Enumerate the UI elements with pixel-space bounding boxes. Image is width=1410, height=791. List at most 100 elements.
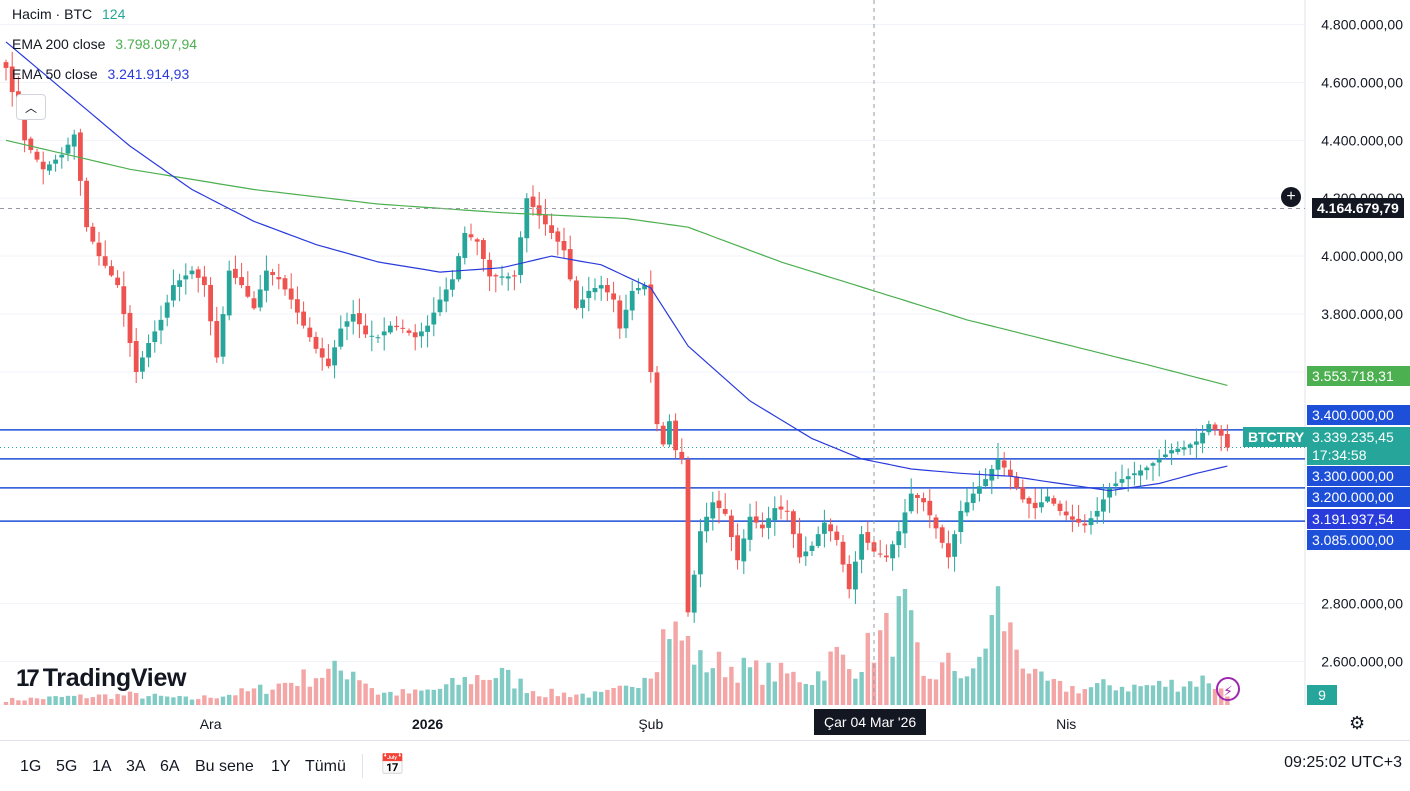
volume-bar — [357, 680, 362, 705]
candle-body — [301, 311, 306, 326]
volume-bar — [270, 689, 275, 705]
volume-bar — [512, 688, 517, 705]
volume-bar — [332, 660, 337, 705]
tradingview-logo[interactable]: 17 TradingView — [16, 664, 187, 693]
candle-body — [933, 517, 939, 529]
date-range-icon[interactable]: 📅 — [380, 754, 405, 776]
volume-bar — [803, 683, 808, 705]
candle-body — [474, 239, 480, 242]
candle-body — [1206, 424, 1212, 433]
volume-bar — [716, 651, 722, 705]
candle-body — [140, 357, 145, 372]
candle-body — [1014, 476, 1019, 488]
range-tumu-button[interactable]: Tümü — [305, 758, 346, 775]
candle-body — [815, 534, 821, 546]
volume-bar — [146, 696, 151, 705]
candle-body — [648, 284, 654, 372]
settings-gear-icon[interactable]: ⚙ — [1349, 713, 1366, 733]
candle-body — [660, 425, 666, 445]
candle-body — [295, 299, 300, 313]
candle-body — [164, 302, 170, 318]
volume-bar — [450, 677, 455, 705]
candle-body — [431, 312, 437, 325]
y-tick-label: 2.800.000,00 — [1321, 596, 1403, 612]
candle-body — [561, 240, 567, 251]
candle-body — [1088, 518, 1094, 526]
volume-bar — [1064, 691, 1069, 705]
candle-body — [214, 321, 220, 358]
volume-bar — [1051, 679, 1056, 705]
candle-body — [995, 458, 1001, 470]
volume-bar — [289, 682, 294, 705]
volume-bar — [661, 629, 666, 705]
flash-icon[interactable]: ⚡ — [1216, 677, 1240, 701]
volume-bar — [698, 650, 703, 705]
range-1y-button[interactable]: 1Y — [271, 758, 291, 775]
clock[interactable]: 09:25:02 UTC+3 — [1284, 754, 1402, 771]
range-5g-button[interactable]: 5G — [56, 758, 78, 775]
tradingview-wordmark: TradingView — [42, 664, 187, 692]
candle-body — [1045, 496, 1050, 502]
range-1g-button[interactable]: 1G — [20, 758, 42, 775]
candle-body — [326, 358, 331, 367]
volume-bar — [555, 696, 560, 705]
legend-collapse-button[interactable]: ︿ — [16, 94, 46, 120]
volume-bar — [828, 651, 833, 705]
volume-bar — [344, 679, 350, 705]
candle-body — [171, 285, 176, 301]
candle-body — [183, 275, 189, 280]
candle-body — [952, 534, 957, 557]
volume-bar — [22, 700, 27, 705]
volume-bar — [28, 697, 33, 705]
candle-body — [332, 347, 337, 366]
volume-bar — [834, 646, 839, 705]
candle-body — [493, 275, 499, 277]
candle-body — [555, 231, 561, 242]
candle-body — [115, 277, 120, 286]
candle-body — [1200, 432, 1205, 444]
legend-volume[interactable]: Hacim · BTC 124 — [12, 4, 125, 24]
candle-body — [828, 524, 833, 532]
crosshair-date-tag: Çar 04 Mar '26 — [814, 709, 927, 735]
candle-body — [964, 502, 970, 513]
candle-body — [65, 144, 71, 154]
volume-bar — [258, 684, 263, 705]
candle-body — [1076, 518, 1081, 523]
volume-bar — [772, 681, 777, 705]
add-alert-icon[interactable]: + — [1281, 187, 1301, 207]
legend-ema200[interactable]: EMA 200 close 3.798.097,94 — [12, 34, 197, 54]
candle-body — [939, 527, 945, 543]
volume-bar — [506, 669, 511, 705]
bottom-toolbar: 1G 5G 1A 3A 6A Bu sene 1Y Tümü — [0, 740, 1410, 791]
candle-body — [722, 508, 728, 514]
candle-body — [846, 563, 852, 590]
hline-price-tag: 3.400.000,00 — [1307, 405, 1410, 425]
range-6a-button[interactable]: 6A — [160, 758, 180, 775]
volume-bar — [791, 671, 796, 705]
range-bu-sene-button[interactable]: Bu sene — [195, 758, 254, 775]
x-axis: Ara 2026 Şub Nis — [200, 716, 1077, 732]
volume-bar — [1039, 671, 1044, 705]
range-3a-button[interactable]: 3A — [126, 758, 146, 775]
candle-body — [654, 372, 660, 425]
volume-bar — [530, 691, 536, 705]
volume-bar — [599, 691, 604, 705]
candle-body — [109, 266, 114, 276]
volume-value-tag: 9 — [1307, 685, 1337, 705]
candle-body — [636, 288, 641, 291]
volume-bar — [673, 621, 678, 705]
candle-body — [456, 256, 461, 280]
volume-bar — [878, 630, 883, 705]
candle-body — [567, 249, 573, 280]
ema200-price-tag: 3.553.718,31 — [1307, 366, 1410, 386]
candle-body — [481, 240, 486, 260]
legend-ema50[interactable]: EMA 50 close 3.241.914,93 — [12, 64, 189, 84]
candle-body — [239, 277, 244, 286]
price-chart[interactable]: 4.800.000,004.600.000,004.400.000,004.20… — [0, 0, 1410, 740]
range-1a-button[interactable]: 1A — [92, 758, 112, 775]
candle-body — [1001, 460, 1007, 468]
candle-body — [667, 421, 672, 445]
volume-bar — [202, 695, 207, 705]
legend-volume-label: Hacim · BTC — [12, 6, 93, 22]
ema50-line — [5, 41, 1228, 492]
